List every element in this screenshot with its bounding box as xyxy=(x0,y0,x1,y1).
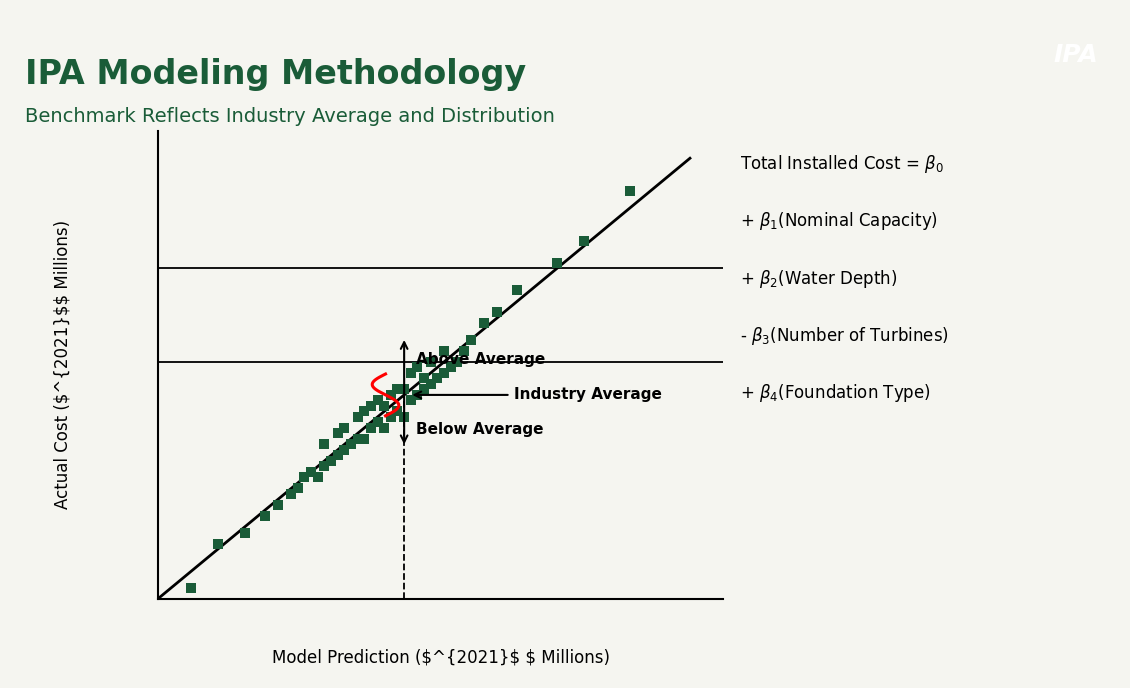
Point xyxy=(329,428,347,439)
Point xyxy=(315,439,333,450)
Point xyxy=(336,422,354,433)
Point xyxy=(295,472,313,483)
Point xyxy=(348,433,366,444)
Text: + $\beta_1$(Nominal Capacity): + $\beta_1$(Nominal Capacity) xyxy=(740,211,938,233)
Point xyxy=(269,499,287,510)
Point xyxy=(368,417,386,428)
Point xyxy=(428,373,446,384)
Point xyxy=(415,384,433,395)
Point xyxy=(308,472,327,483)
Text: Actual Cost ($^{2021}$$ Millions): Actual Cost ($^{2021}$$ Millions) xyxy=(53,220,71,509)
Point xyxy=(574,235,592,246)
Point xyxy=(435,345,453,356)
Point xyxy=(488,307,506,318)
Point xyxy=(548,257,566,268)
Point xyxy=(329,450,347,461)
Point xyxy=(362,422,380,433)
Text: - $\beta_3$(Number of Turbines): - $\beta_3$(Number of Turbines) xyxy=(740,325,949,347)
Point xyxy=(408,362,426,373)
Text: Model Prediction ($^{2021}$ $ Millions): Model Prediction ($^{2021}$ $ Millions) xyxy=(271,648,610,666)
Point xyxy=(421,378,440,389)
Text: Above Average: Above Average xyxy=(416,352,546,367)
Point xyxy=(235,527,253,538)
Point xyxy=(622,186,640,197)
Point xyxy=(315,461,333,472)
Point xyxy=(336,444,354,455)
Point xyxy=(508,285,527,296)
Text: IPA Modeling Methodology: IPA Modeling Methodology xyxy=(25,58,525,92)
Point xyxy=(382,411,400,422)
Point xyxy=(355,406,373,417)
Point xyxy=(182,582,200,593)
Point xyxy=(302,466,320,477)
Point xyxy=(408,389,426,400)
Point xyxy=(389,406,407,417)
Text: IPA: IPA xyxy=(1054,43,1098,67)
Point xyxy=(375,400,393,411)
Point xyxy=(348,411,366,422)
Point xyxy=(396,384,414,395)
Point xyxy=(435,367,453,378)
Point xyxy=(402,367,420,378)
Point xyxy=(382,389,400,400)
Point xyxy=(442,362,460,373)
Point xyxy=(402,395,420,406)
Text: Benchmark Reflects Industry Average and Distribution: Benchmark Reflects Industry Average and … xyxy=(25,107,555,126)
Point xyxy=(209,538,227,549)
Point xyxy=(362,400,380,411)
Text: Industry Average: Industry Average xyxy=(514,387,662,402)
Point xyxy=(255,510,273,522)
Point xyxy=(421,356,440,367)
Point xyxy=(342,439,360,450)
Point xyxy=(461,334,479,345)
Point xyxy=(355,433,373,444)
Point xyxy=(475,318,493,329)
Text: Below Average: Below Average xyxy=(416,422,544,437)
Point xyxy=(282,488,301,499)
Text: + $\beta_2$(Water Depth): + $\beta_2$(Water Depth) xyxy=(740,268,897,290)
Point xyxy=(375,422,393,433)
Text: + $\beta_4$(Foundation Type): + $\beta_4$(Foundation Type) xyxy=(740,383,931,404)
Point xyxy=(396,411,414,422)
Point xyxy=(449,356,467,367)
Point xyxy=(322,455,340,466)
Point xyxy=(389,384,407,395)
Point xyxy=(455,345,473,356)
Point xyxy=(289,483,307,494)
Point xyxy=(415,373,433,384)
Text: Total Installed Cost = $\beta_0$: Total Installed Cost = $\beta_0$ xyxy=(740,153,944,175)
Point xyxy=(368,395,386,406)
